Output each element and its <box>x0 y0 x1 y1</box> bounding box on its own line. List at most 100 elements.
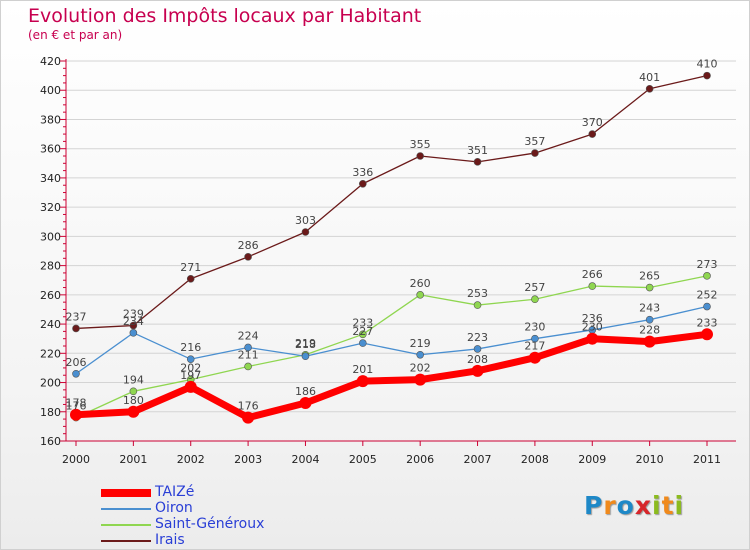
proxiti-logo: Proxiti <box>584 491 684 520</box>
data-label: 224 <box>238 329 259 342</box>
data-point <box>531 334 539 343</box>
data-label: 234 <box>123 315 144 328</box>
data-point <box>244 343 252 352</box>
y-tick-label: 320 <box>40 201 61 214</box>
data-label: 239 <box>123 308 144 321</box>
data-point <box>645 283 654 292</box>
data-label: 211 <box>238 348 259 361</box>
data-point <box>359 330 367 339</box>
data-label: 336 <box>352 166 373 179</box>
data-label: 230 <box>582 321 603 334</box>
data-label: 197 <box>180 369 201 382</box>
series-line-3 <box>75 74 708 330</box>
data-point <box>528 351 541 364</box>
data-label: 186 <box>295 385 316 398</box>
data-label: 223 <box>467 331 488 344</box>
data-point <box>359 179 367 188</box>
series-line-1 <box>75 305 708 375</box>
data-label: 176 <box>238 400 259 413</box>
data-point <box>129 321 138 330</box>
data-label: 257 <box>524 281 545 294</box>
logo-letter: x <box>634 491 652 520</box>
x-tick-label: 2010 <box>636 453 664 466</box>
x-tick-label: 2008 <box>521 453 549 466</box>
legend-label: Oiron <box>155 500 193 516</box>
data-point <box>588 130 597 138</box>
x-tick-label: 2001 <box>119 453 147 466</box>
data-label: 237 <box>66 310 87 323</box>
data-label: 227 <box>352 325 373 338</box>
series-line-0 <box>75 330 708 422</box>
data-label: 265 <box>639 270 660 283</box>
data-label: 271 <box>180 261 201 274</box>
data-label: 216 <box>180 341 201 354</box>
data-label: 178 <box>66 397 87 410</box>
y-tick-label: 240 <box>40 318 61 331</box>
data-label: 266 <box>582 268 603 281</box>
y-tick-label: 300 <box>40 230 61 243</box>
legend-label: Saint-Généroux <box>155 516 265 532</box>
chart-title: Evolution des Impôts locaux par Habitant <box>28 5 422 27</box>
chart-subtitle: (en € et par an) <box>28 28 123 42</box>
data-label: 401 <box>639 71 660 84</box>
data-point <box>127 405 140 418</box>
data-label: 228 <box>639 324 660 337</box>
x-tick-label: 2000 <box>62 453 90 466</box>
data-label: 208 <box>467 353 488 366</box>
x-tick-label: 2005 <box>349 453 377 466</box>
data-point <box>416 350 424 359</box>
legend-swatch <box>101 540 151 542</box>
data-point <box>242 411 255 424</box>
data-point <box>703 272 711 280</box>
data-label: 219 <box>410 337 431 350</box>
x-tick-label: 2006 <box>406 453 434 466</box>
series-line-2 <box>75 275 708 419</box>
legend-label: TAIZé <box>155 484 195 500</box>
data-point <box>703 302 711 311</box>
data-point <box>473 301 482 309</box>
y-tick-label: 420 <box>40 55 61 68</box>
data-point <box>301 228 310 236</box>
data-point <box>471 364 484 377</box>
x-tick-label: 2003 <box>234 453 262 466</box>
x-tick-label: 2011 <box>693 453 721 466</box>
data-label: 230 <box>524 321 545 334</box>
data-label: 194 <box>123 373 144 386</box>
x-tick-label: 2009 <box>578 453 606 466</box>
data-point <box>72 324 80 333</box>
data-label: 233 <box>697 316 718 329</box>
data-point <box>301 352 310 361</box>
data-point <box>129 387 138 396</box>
data-label: 273 <box>697 258 718 271</box>
data-label: 219 <box>295 337 316 350</box>
x-tick-label: 2004 <box>291 453 319 466</box>
data-label: 355 <box>410 138 431 151</box>
data-label: 370 <box>582 116 603 129</box>
legend-label: Irais <box>155 532 185 548</box>
data-point <box>72 369 80 378</box>
logo-letter: r <box>603 491 617 520</box>
data-label: 303 <box>295 214 316 227</box>
logo-letter: P <box>584 491 604 520</box>
y-tick-label: 400 <box>40 84 61 97</box>
data-label: 286 <box>238 239 259 252</box>
data-label: 410 <box>697 58 718 71</box>
data-point <box>186 355 195 363</box>
x-tick-label: 2002 <box>177 453 205 466</box>
data-point <box>244 253 252 261</box>
y-tick-label: 380 <box>40 113 61 126</box>
data-point <box>703 71 711 80</box>
data-point <box>473 158 482 166</box>
data-label: 252 <box>697 289 718 302</box>
data-label: 260 <box>410 277 431 290</box>
y-tick-label: 360 <box>40 143 61 156</box>
y-tick-label: 200 <box>40 377 61 390</box>
logo-letter: t <box>661 491 675 520</box>
legend-swatch <box>101 524 151 526</box>
data-point <box>643 335 656 348</box>
logo-letter: o <box>616 491 635 520</box>
data-label: 201 <box>352 363 373 376</box>
data-point <box>416 152 424 160</box>
